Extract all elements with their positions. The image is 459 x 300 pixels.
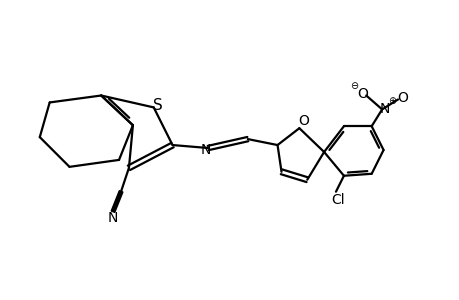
Text: O: O bbox=[397, 91, 408, 104]
Text: S: S bbox=[152, 98, 162, 113]
Text: Cl: Cl bbox=[330, 193, 344, 207]
Text: ⊖: ⊖ bbox=[350, 81, 358, 91]
Text: O: O bbox=[297, 114, 308, 128]
Text: O: O bbox=[356, 86, 367, 100]
Text: N: N bbox=[379, 102, 389, 116]
Text: N: N bbox=[201, 143, 211, 157]
Text: ⊕: ⊕ bbox=[387, 97, 395, 106]
Text: N: N bbox=[108, 212, 118, 225]
